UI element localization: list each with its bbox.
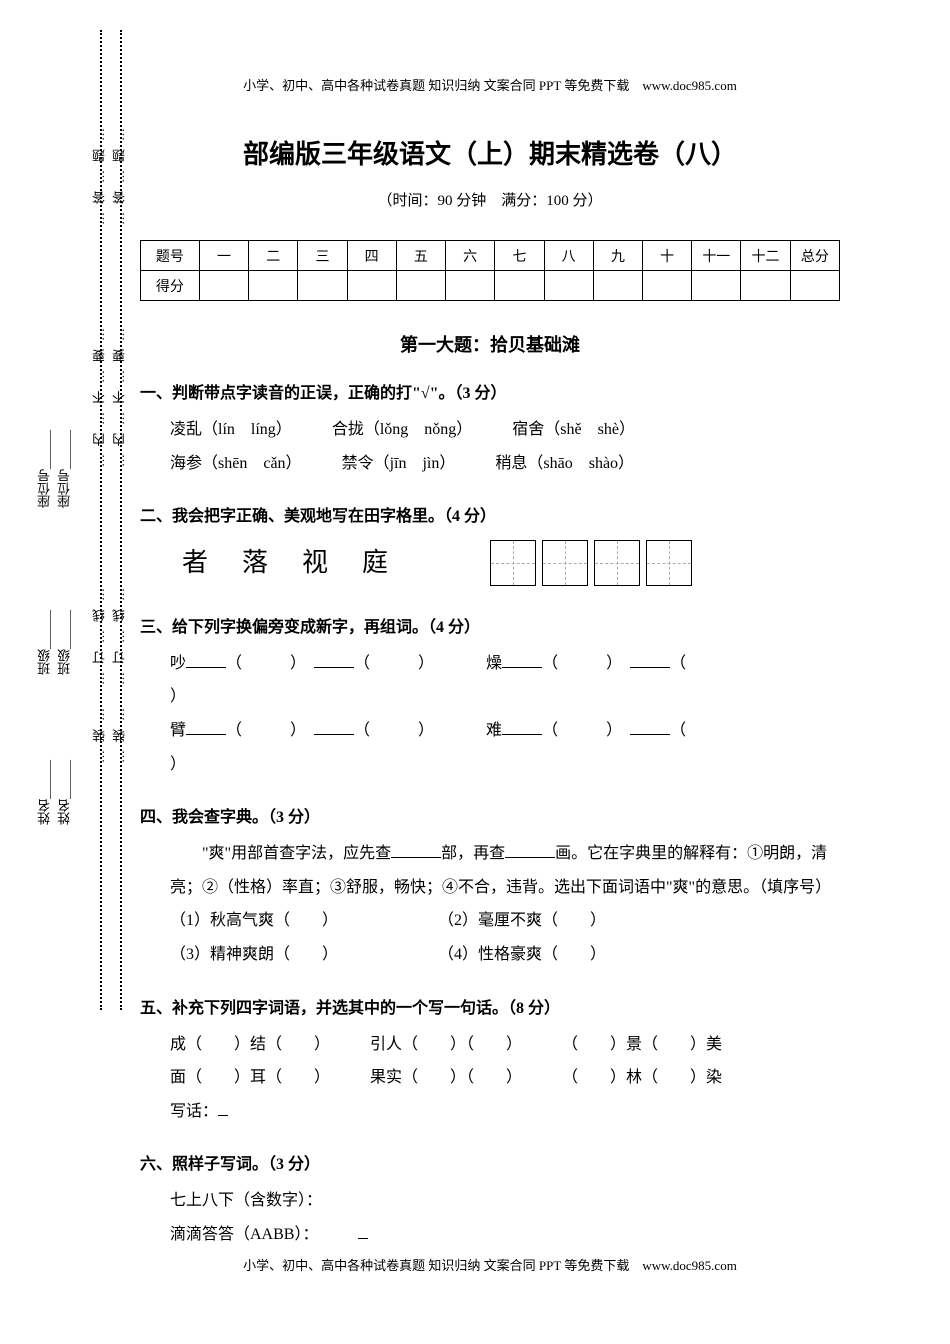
q4-heading: 四、我会查字典。（3 分）	[140, 803, 840, 827]
q5-heading: 五、补充下列四字词语，并选其中的一个写一句话。（8 分）	[140, 994, 840, 1018]
section-title: 第一大题：拾贝基础滩	[140, 331, 840, 357]
score-table: 题号 一 二 三 四 五 六 七 八 九 十 十一 十二 总分 得分	[140, 240, 840, 301]
binding-note-mid-dup: …内…不…要…	[110, 320, 129, 467]
binding-note-bottom: …裝…	[90, 700, 109, 763]
q4-item: （4）性格豪爽（ ）	[438, 938, 606, 972]
q1-item: 凌乱（lín líng）	[170, 413, 292, 447]
q1-item: 禁令（jīn jìn）	[342, 447, 456, 481]
tianzi-cell	[490, 540, 536, 586]
row-label: 题号	[141, 241, 200, 271]
row-label: 得分	[141, 271, 200, 301]
binding-note-mid: …内…不…要…	[90, 320, 109, 467]
q1-item: 稍息（shāo shào）	[495, 447, 634, 481]
q5-item: （ ）林（ ）染	[562, 1061, 722, 1095]
q1-item: 合拢（lǒng nǒng）	[332, 413, 472, 447]
q6-line: 滴滴答答（AABB）：	[170, 1226, 310, 1243]
side-label-name: 姓名______	[35, 760, 54, 825]
q3-body: 吵（ ） （ ） 燥（ ） （ ） 臂（ ） （ ） 难（ ） （ ）	[140, 647, 840, 781]
q6-body: 七上八下（含数字）： 滴滴答答（AABB）：	[140, 1184, 840, 1251]
binding-note-top: …答…题…	[90, 120, 109, 225]
tianzi-grid-group	[490, 540, 692, 586]
side-label-class-dup: 班级______	[55, 610, 74, 675]
q2-char: 者	[182, 536, 208, 591]
side-label-seat-dup: 座位号______	[55, 430, 74, 508]
side-label-name-dup: 姓名______	[55, 760, 74, 825]
binding-note-bottom-dup: …裝…	[110, 700, 129, 763]
q2-char: 视	[302, 536, 328, 591]
q1-body: 凌乱（lín líng） 合拢（lǒng nǒng） 宿舍（shě shè） 海…	[140, 413, 840, 480]
q5-item: 面（ ）耳（ ）	[170, 1061, 330, 1095]
side-label-class: 班级______	[35, 610, 54, 675]
q1-heading: 一、判断带点字读音的正误，正确的打"√"。（3 分）	[140, 379, 840, 403]
q5-item: 引人（ ）（ ）	[370, 1028, 522, 1062]
q4-item: （1）秋高气爽（ ）	[170, 904, 338, 938]
binding-note-ding: …订…线…	[90, 580, 109, 685]
tianzi-cell	[594, 540, 640, 586]
q5-item: 成（ ）结（ ）	[170, 1028, 330, 1062]
q1-item: 宿舍（shě shè）	[512, 413, 635, 447]
q4-body: "爽"用部首查字法，应先查部，再查画。它在字典里的解释有：①明朗，清亮；②（性格…	[140, 837, 840, 971]
side-label-seat: 座位号______	[35, 430, 54, 508]
binding-note-top-dup: …答…题…	[110, 120, 129, 225]
q5-item: 果实（ ）（ ）	[370, 1061, 522, 1095]
q2-char: 落	[242, 536, 268, 591]
q4-item: （3）精神爽朗（ ）	[170, 938, 338, 972]
table-row: 题号 一 二 三 四 五 六 七 八 九 十 十一 十二 总分	[141, 241, 840, 271]
tianzi-cell	[542, 540, 588, 586]
q5-body: 成（ ）结（ ） 引人（ ）（ ） （ ）景（ ）美 面（ ）耳（ ） 果实（ …	[140, 1028, 840, 1129]
exam-title: 部编版三年级语文（上）期末精选卷（八）	[140, 134, 840, 171]
q4-item: （2）毫厘不爽（ ）	[438, 904, 606, 938]
q3-heading: 三、给下列字换偏旁变成新字，再组词。（4 分）	[140, 613, 840, 637]
binding-note-ding-dup: …订…线…	[110, 580, 129, 685]
q2-char: 庭	[362, 536, 388, 591]
q6-line: 七上八下（含数字）：	[170, 1184, 840, 1218]
q2-heading: 二、我会把字正确、美观地写在田字格里。（4 分）	[140, 502, 840, 526]
page-header: 小学、初中、高中各种试卷真题 知识归纳 文案合同 PPT 等免费下载 www.d…	[140, 75, 840, 94]
q2-body: 者 落 视 庭	[140, 536, 840, 591]
q1-item: 海参（shēn cǎn）	[170, 447, 302, 481]
q6-heading: 六、照样子写词。（3 分）	[140, 1150, 840, 1174]
exam-subtitle: （时间：90 分钟 满分：100 分）	[140, 189, 840, 210]
table-row: 得分	[141, 271, 840, 301]
page-footer: 小学、初中、高中各种试卷真题 知识归纳 文案合同 PPT 等免费下载 www.d…	[140, 1255, 840, 1274]
tianzi-cell	[646, 540, 692, 586]
q5-item: （ ）景（ ）美	[562, 1028, 722, 1062]
